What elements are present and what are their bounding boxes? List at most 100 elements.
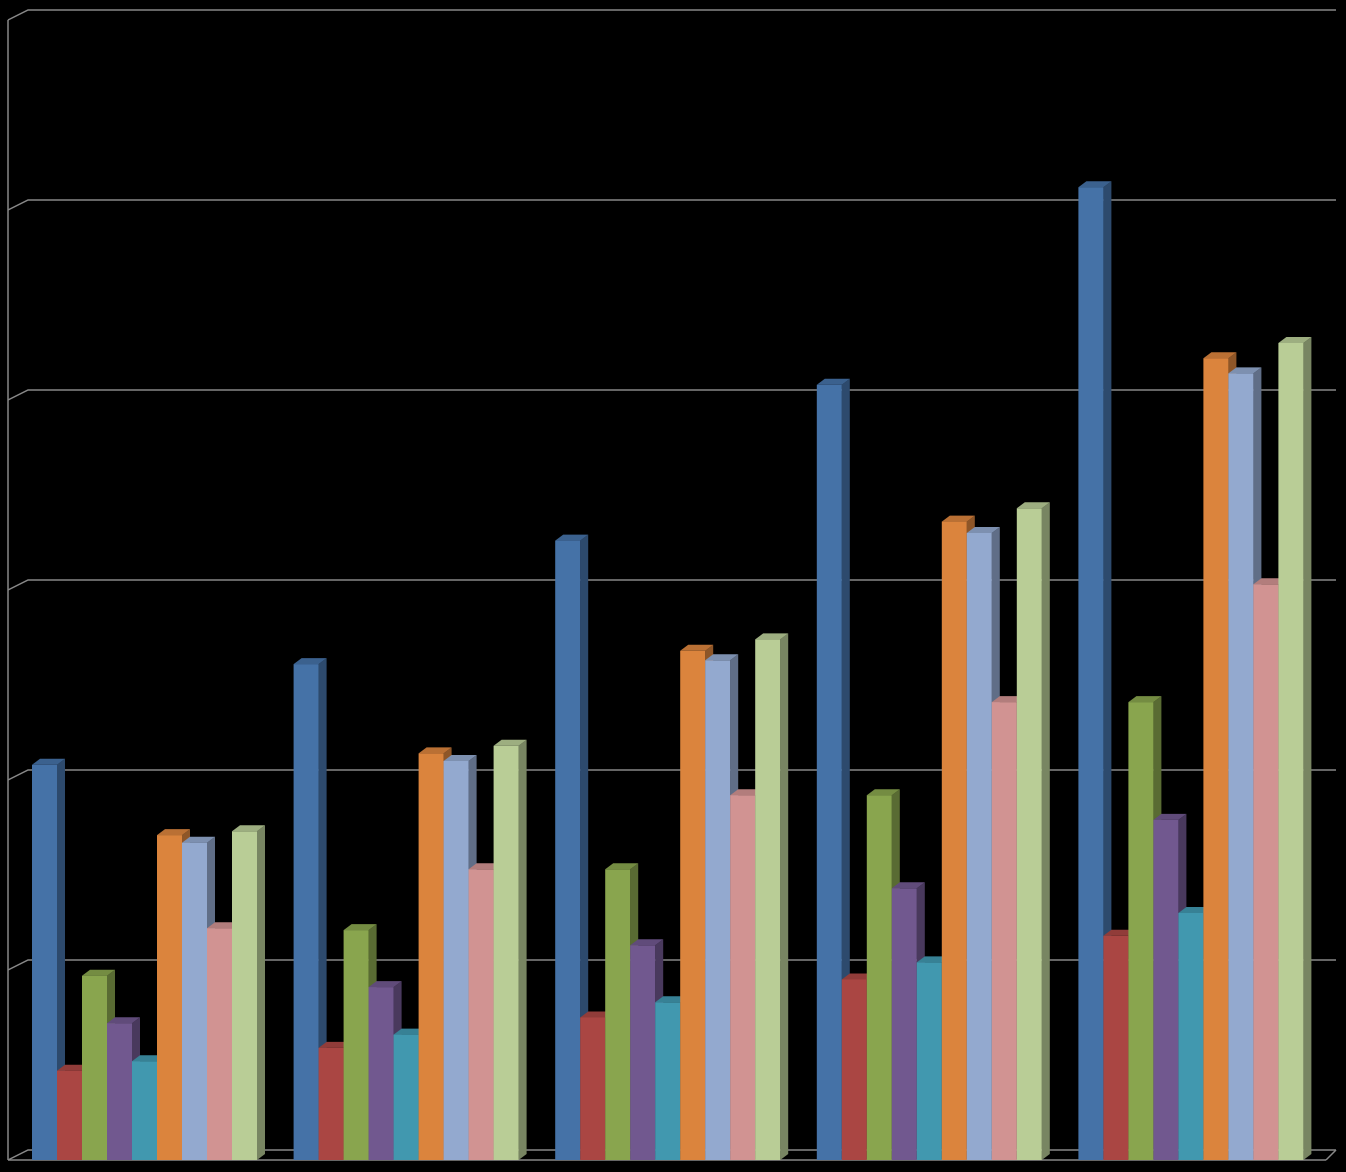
bar-top [207,922,240,929]
grid-line [7,769,1336,781]
bar-top [1228,367,1262,374]
bar [232,831,257,1160]
bar-top [966,527,1000,533]
bar-top [32,758,65,765]
bar-top [157,829,190,836]
bar-top [630,939,664,946]
bar-side [580,534,589,1160]
bar-side [318,658,327,1160]
bar-top [841,973,875,980]
bar-top [891,882,925,889]
bar [318,1047,344,1160]
bar-top [866,789,900,796]
bar [1078,187,1104,1160]
bar [132,1061,157,1160]
bar [1228,373,1254,1160]
bar-top [57,1064,90,1071]
bar [182,842,207,1160]
bar [655,1002,681,1160]
bar [580,1017,606,1160]
bar-top [605,863,639,870]
bar-top [1153,813,1187,820]
bar [1178,913,1204,1160]
bar-top [941,515,975,522]
bar [866,795,892,1160]
bar [991,702,1017,1160]
bar-top [1253,578,1287,585]
bar [207,928,232,1160]
bar [605,869,631,1160]
bar [418,753,444,1160]
bar [730,795,756,1160]
grid-line [7,389,1336,401]
bar-top [318,1041,352,1048]
floor-edge [1325,1149,1337,1161]
bar-top [705,654,739,661]
bar-top [1128,696,1162,703]
bar-side [1041,502,1050,1160]
bar-side [57,758,65,1160]
bar-side [1103,181,1112,1160]
bar [82,975,107,1160]
bar-top [343,924,377,931]
bar [1128,702,1154,1160]
bar [107,1023,132,1160]
bar [680,650,706,1160]
bar-top [182,836,215,843]
bar [343,930,369,1160]
grid-line [7,199,1336,211]
bar-top [232,825,265,832]
bar [916,962,942,1160]
bar [1278,343,1304,1160]
grid-line [7,9,1336,21]
bar-top [493,739,527,746]
bar-top [991,696,1025,703]
bar [816,384,842,1160]
bar [443,761,469,1160]
bar [157,835,182,1160]
bar-top [816,378,850,385]
bar-top [293,658,327,665]
bar-top [680,644,714,651]
bar [705,660,731,1160]
bar [941,521,967,1160]
bar-side [780,633,789,1160]
bar [32,764,57,1160]
bar-top [418,747,452,754]
bar [1203,358,1229,1160]
bar [555,540,581,1160]
bar [630,945,656,1160]
bar [1153,819,1179,1160]
bar-top [655,996,689,1003]
bar-side [257,825,265,1160]
bar [841,979,867,1160]
bar [368,987,394,1160]
bar [1016,508,1042,1160]
bar [755,639,781,1160]
bar [57,1070,82,1160]
bar-top [1016,502,1050,509]
bar [891,888,917,1160]
bar-top [730,789,764,796]
bar [1103,935,1129,1160]
bar-top [393,1028,427,1035]
bar-top [1203,352,1237,359]
bar-top [107,1017,140,1024]
bar-top [468,863,502,870]
bar-top [580,1011,614,1018]
bar-top [82,969,115,976]
bar-side [1303,337,1312,1160]
bar [1253,584,1279,1160]
bar-top [1103,929,1137,936]
bar-top [368,981,402,988]
bar [293,664,319,1160]
bar [966,533,992,1160]
bar-top [132,1055,165,1062]
bar-top [555,534,589,541]
bar [468,869,494,1160]
bar-top [443,755,477,761]
bar [493,745,519,1160]
grid-line [7,579,1336,591]
